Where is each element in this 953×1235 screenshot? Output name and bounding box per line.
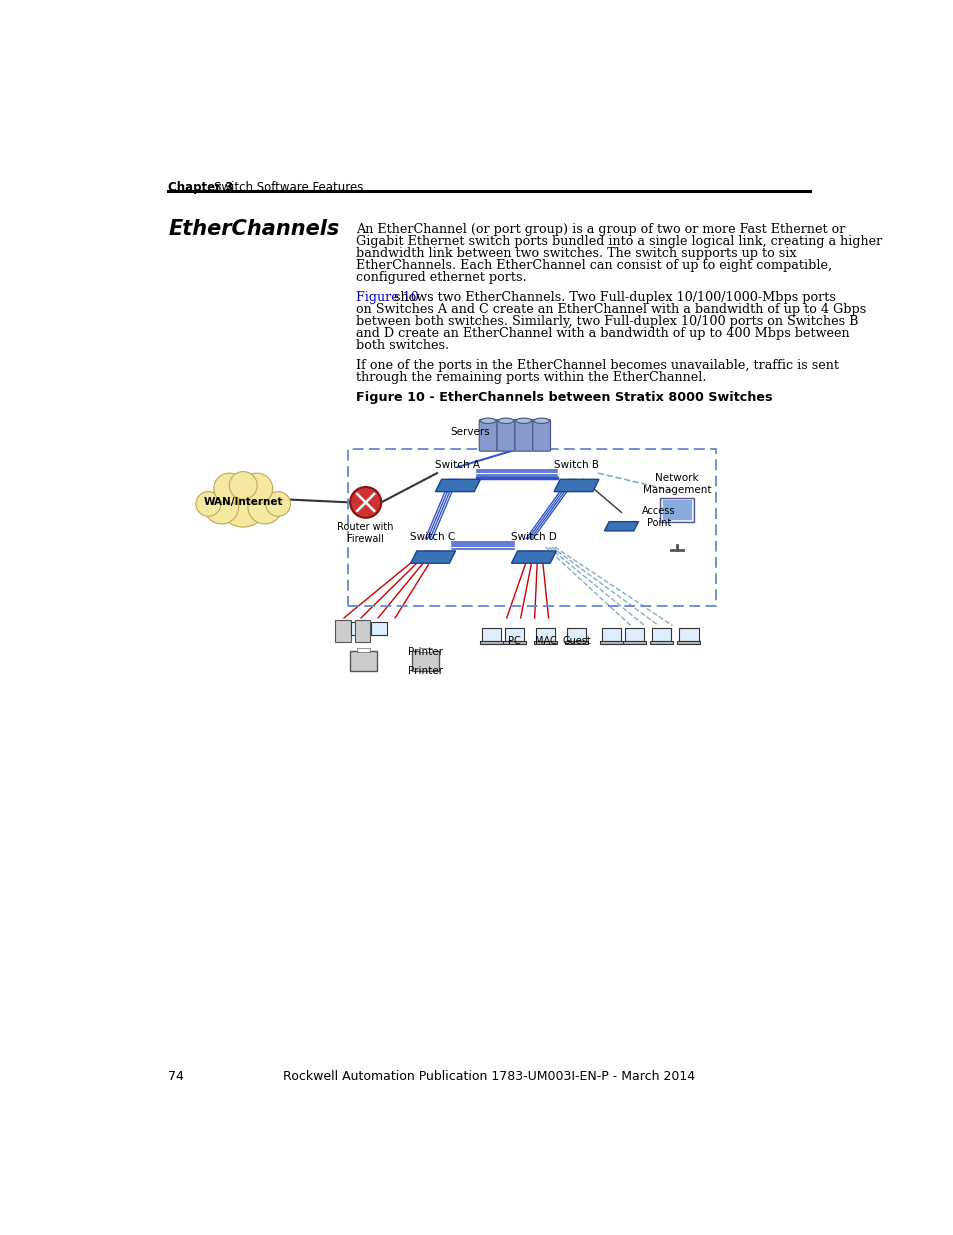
- Text: Guest: Guest: [561, 636, 590, 646]
- FancyBboxPatch shape: [679, 629, 698, 641]
- FancyBboxPatch shape: [661, 500, 691, 520]
- FancyBboxPatch shape: [356, 648, 369, 652]
- Circle shape: [195, 492, 220, 516]
- FancyBboxPatch shape: [515, 420, 532, 451]
- FancyBboxPatch shape: [564, 641, 587, 645]
- Polygon shape: [604, 521, 638, 531]
- FancyBboxPatch shape: [677, 641, 700, 645]
- FancyBboxPatch shape: [350, 651, 376, 671]
- FancyBboxPatch shape: [652, 629, 671, 641]
- Text: Access
Point: Access Point: [641, 506, 675, 527]
- Text: WAN/Internet: WAN/Internet: [203, 498, 283, 508]
- FancyBboxPatch shape: [497, 420, 515, 451]
- Text: Figure 10: Figure 10: [355, 291, 418, 304]
- FancyBboxPatch shape: [534, 641, 557, 645]
- FancyBboxPatch shape: [335, 620, 351, 642]
- Text: bandwidth link between two switches. The switch supports up to six: bandwidth link between two switches. The…: [355, 247, 796, 259]
- FancyBboxPatch shape: [622, 641, 645, 645]
- Text: through the remaining ports within the EtherChannel.: through the remaining ports within the E…: [355, 370, 705, 384]
- Text: Gigabit Ethernet switch ports bundled into a single logical link, creating a hig: Gigabit Ethernet switch ports bundled in…: [355, 235, 881, 248]
- FancyBboxPatch shape: [351, 622, 367, 635]
- Text: Network
Management: Network Management: [642, 473, 711, 495]
- Circle shape: [350, 487, 381, 517]
- Text: Servers: Servers: [450, 426, 489, 436]
- Text: Chapter 3: Chapter 3: [168, 180, 233, 194]
- Ellipse shape: [497, 419, 513, 424]
- Text: If one of the ports in the EtherChannel becomes unavailable, traffic is sent: If one of the ports in the EtherChannel …: [355, 359, 838, 372]
- Text: PC: PC: [508, 636, 520, 646]
- Text: MAC: MAC: [534, 636, 556, 646]
- Text: Printer: Printer: [408, 666, 442, 676]
- FancyBboxPatch shape: [479, 641, 502, 645]
- Text: EtherChannels: EtherChannels: [168, 219, 339, 240]
- Circle shape: [218, 478, 268, 527]
- Text: Rockwell Automation Publication 1783-UM003I-EN-P - March 2014: Rockwell Automation Publication 1783-UM0…: [283, 1070, 694, 1083]
- Circle shape: [204, 490, 238, 524]
- FancyBboxPatch shape: [624, 629, 643, 641]
- Text: both switches.: both switches.: [355, 338, 448, 352]
- Text: and D create an EtherChannel with a bandwidth of up to 400 Mbps between: and D create an EtherChannel with a band…: [355, 327, 848, 340]
- Circle shape: [266, 492, 291, 516]
- FancyBboxPatch shape: [649, 641, 673, 645]
- FancyBboxPatch shape: [412, 651, 438, 671]
- Text: Figure 10 - EtherChannels between Stratix 8000 Switches: Figure 10 - EtherChannels between Strati…: [355, 390, 771, 404]
- Text: Switch B: Switch B: [554, 461, 598, 471]
- Text: An EtherChannel (or port group) is a group of two or more Fast Ethernet or: An EtherChannel (or port group) is a gro…: [355, 222, 844, 236]
- Text: Switch D: Switch D: [511, 532, 557, 542]
- Text: Switch A: Switch A: [435, 461, 480, 471]
- FancyBboxPatch shape: [502, 641, 525, 645]
- Ellipse shape: [534, 419, 549, 424]
- Text: shows two EtherChannels. Two Full-duplex 10/100/1000-Mbps ports: shows two EtherChannels. Two Full-duplex…: [390, 291, 835, 304]
- Polygon shape: [410, 551, 456, 563]
- FancyBboxPatch shape: [599, 641, 622, 645]
- FancyBboxPatch shape: [418, 648, 431, 652]
- FancyBboxPatch shape: [532, 420, 550, 451]
- Circle shape: [213, 473, 245, 504]
- Text: Switch Software Features: Switch Software Features: [213, 180, 363, 194]
- Text: configured ethernet ports.: configured ethernet ports.: [355, 270, 526, 284]
- Circle shape: [248, 490, 282, 524]
- Ellipse shape: [480, 419, 496, 424]
- FancyBboxPatch shape: [478, 420, 497, 451]
- FancyBboxPatch shape: [504, 629, 523, 641]
- Text: Switch C: Switch C: [410, 532, 456, 542]
- Circle shape: [229, 472, 257, 499]
- Polygon shape: [554, 479, 598, 492]
- FancyBboxPatch shape: [355, 620, 370, 642]
- Text: Printer: Printer: [408, 647, 442, 657]
- Ellipse shape: [516, 419, 531, 424]
- Text: Router with
Firewall: Router with Firewall: [337, 522, 394, 545]
- Text: 74: 74: [168, 1070, 184, 1083]
- FancyBboxPatch shape: [481, 629, 500, 641]
- FancyBboxPatch shape: [601, 629, 620, 641]
- Polygon shape: [511, 551, 556, 563]
- FancyBboxPatch shape: [566, 629, 585, 641]
- Text: EtherChannels. Each EtherChannel can consist of up to eight compatible,: EtherChannels. Each EtherChannel can con…: [355, 258, 831, 272]
- FancyBboxPatch shape: [371, 622, 387, 635]
- Polygon shape: [435, 479, 480, 492]
- Text: between both switches. Similarly, two Full-duplex 10/100 ports on Switches B: between both switches. Similarly, two Fu…: [355, 315, 857, 329]
- FancyBboxPatch shape: [536, 629, 555, 641]
- Circle shape: [241, 473, 273, 504]
- FancyBboxPatch shape: [659, 498, 694, 522]
- Text: on Switches A and C create an EtherChannel with a bandwidth of up to 4 Gbps: on Switches A and C create an EtherChann…: [355, 303, 865, 316]
